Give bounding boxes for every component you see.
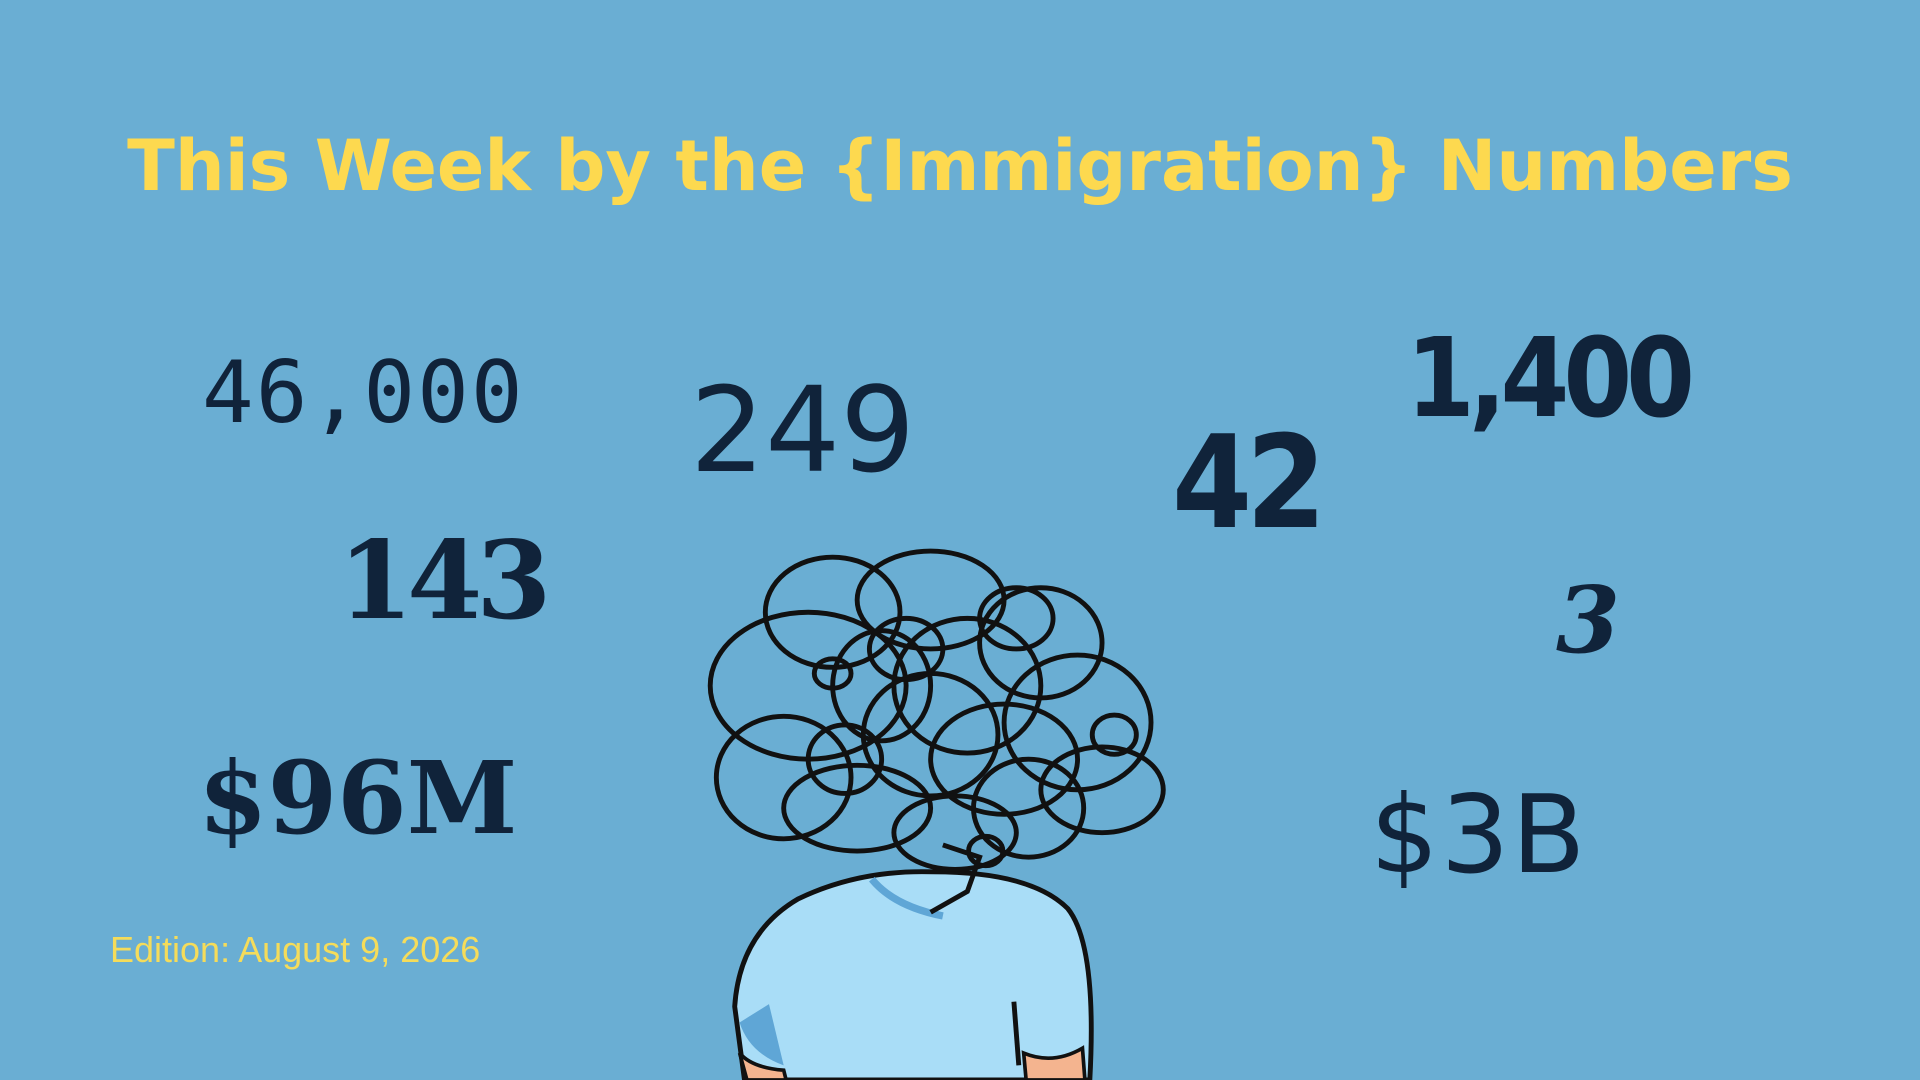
neck-shade — [869, 876, 944, 920]
shirt — [732, 869, 1094, 1080]
arm — [737, 1051, 789, 1080]
scribble-head — [707, 548, 1166, 915]
number: $3B — [1370, 773, 1588, 898]
number: 3 — [1556, 566, 1620, 674]
illustration — [707, 548, 1166, 1080]
number: 249 — [690, 361, 915, 499]
edition: Edition: August 9, 2026 — [110, 929, 480, 970]
arm — [1021, 1045, 1087, 1080]
title: This Week by the {Immigration} Numbers — [127, 125, 1793, 207]
numbers: 46,000 249 42 1,400 143 3 $96M $3B — [198, 314, 1697, 898]
crease — [1011, 1001, 1022, 1066]
number: 143 — [338, 518, 545, 644]
number: 46,000 — [202, 343, 525, 443]
number: $96M — [198, 739, 517, 857]
number: 42 — [1172, 409, 1320, 558]
number: 1,400 — [1406, 314, 1691, 442]
sleeve-shade — [739, 1004, 784, 1066]
